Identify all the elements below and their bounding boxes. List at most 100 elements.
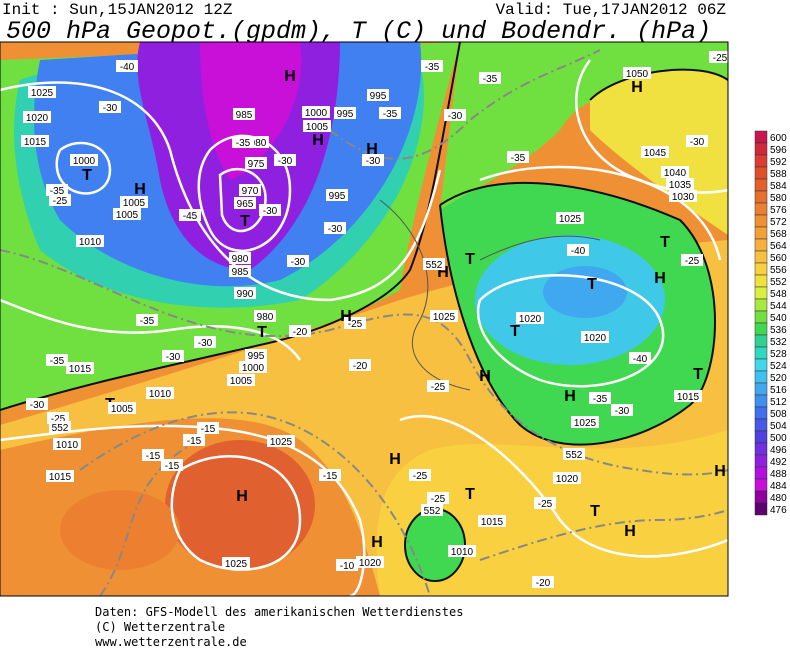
contour-label: -35 bbox=[140, 316, 155, 327]
label-box bbox=[409, 469, 431, 481]
label-box bbox=[421, 504, 443, 516]
label-box bbox=[116, 60, 138, 72]
scale-label: 516 bbox=[770, 385, 787, 396]
scale-swatch bbox=[754, 142, 768, 156]
scale-label: 552 bbox=[770, 277, 787, 288]
label-box bbox=[571, 416, 599, 428]
pressure-center: H bbox=[564, 388, 576, 405]
scale-label: 596 bbox=[770, 145, 787, 156]
label-box bbox=[245, 157, 267, 169]
label-box bbox=[234, 287, 256, 299]
label-box bbox=[245, 349, 267, 361]
contour-label: 1040 bbox=[664, 168, 687, 179]
label-box bbox=[427, 492, 449, 504]
label-box bbox=[444, 109, 466, 121]
contour-label: -25 bbox=[51, 414, 66, 425]
label-box bbox=[254, 310, 276, 322]
scale-label: 500 bbox=[770, 433, 787, 444]
scale-label: 556 bbox=[770, 265, 787, 276]
scale-label: 488 bbox=[770, 469, 787, 480]
label-box bbox=[46, 184, 68, 196]
scale-label: 480 bbox=[770, 493, 787, 504]
scale-label: 484 bbox=[770, 481, 787, 492]
label-box bbox=[233, 108, 255, 120]
label-box bbox=[421, 60, 443, 72]
label-box bbox=[563, 448, 585, 460]
contour-label: -20 bbox=[536, 578, 551, 589]
label-box bbox=[661, 166, 689, 178]
label-box bbox=[379, 107, 401, 119]
label-box bbox=[302, 106, 330, 118]
contour-label: -30 bbox=[690, 137, 705, 148]
contour-label: -20 bbox=[293, 327, 308, 338]
scale-swatch bbox=[754, 430, 768, 444]
scale-label: 560 bbox=[770, 253, 787, 264]
pressure-center: H bbox=[284, 68, 296, 85]
scale-label: 512 bbox=[770, 397, 787, 408]
contour-label: 1005 bbox=[116, 210, 139, 221]
contour-label: 985 bbox=[232, 267, 249, 278]
contour-label: 985 bbox=[236, 110, 253, 121]
contour-label: 1010 bbox=[149, 389, 172, 400]
map: HH10501025102010151000TH100510051010-35-… bbox=[0, 41, 729, 597]
contour-label: 1025 bbox=[574, 418, 597, 429]
label-box bbox=[289, 325, 311, 337]
label-box bbox=[448, 545, 476, 557]
contour-label: -10 bbox=[340, 561, 355, 572]
label-box bbox=[336, 559, 358, 571]
contour-label: 1010 bbox=[56, 440, 79, 451]
label-box bbox=[120, 196, 148, 208]
label-box bbox=[46, 470, 74, 482]
contour-label: -35 bbox=[483, 74, 498, 85]
label-box bbox=[222, 557, 250, 569]
contour-label: -15 bbox=[146, 451, 161, 462]
pressure-center: H bbox=[366, 141, 378, 158]
scale-label: 600 bbox=[770, 133, 787, 144]
contour-label: -30 bbox=[278, 156, 293, 167]
contour-label: 1015 bbox=[49, 472, 72, 483]
label-box bbox=[534, 497, 556, 509]
scale-swatch bbox=[754, 250, 768, 264]
contour-label: -15 bbox=[187, 436, 202, 447]
contour-label: -25 bbox=[685, 256, 700, 267]
contour-label: 980 bbox=[250, 138, 267, 149]
label-box bbox=[611, 404, 633, 416]
scale-label: 532 bbox=[770, 337, 787, 348]
contour-label: -40 bbox=[571, 246, 586, 257]
label-box bbox=[556, 212, 584, 224]
contour-label: 1020 bbox=[584, 333, 607, 344]
label-box bbox=[589, 392, 611, 404]
contour-label: 1015 bbox=[24, 137, 47, 148]
scale-label: 548 bbox=[770, 289, 787, 300]
contour-label: 1005 bbox=[123, 198, 146, 209]
label-box bbox=[46, 354, 68, 366]
scale-swatch bbox=[754, 478, 768, 492]
scale-swatch bbox=[754, 346, 768, 360]
pressure-center: H bbox=[134, 181, 146, 198]
scale-swatch bbox=[754, 394, 768, 408]
scale-label: 496 bbox=[770, 445, 787, 456]
scale-label: 520 bbox=[770, 373, 787, 384]
contour-label: -30 bbox=[166, 352, 181, 363]
label-box bbox=[681, 254, 703, 266]
label-box bbox=[113, 208, 141, 220]
label-box bbox=[227, 374, 255, 386]
contour-label: 1045 bbox=[644, 148, 667, 159]
label-box bbox=[161, 459, 183, 471]
pressure-center: T bbox=[257, 324, 267, 341]
contour-label: 552 bbox=[52, 423, 69, 434]
scale-swatch bbox=[754, 442, 768, 456]
label-box bbox=[229, 252, 251, 264]
label-box bbox=[324, 222, 346, 234]
label-box bbox=[629, 352, 651, 364]
scale-label: 564 bbox=[770, 241, 787, 252]
contour-label: 1025 bbox=[270, 437, 293, 448]
contour-label: -30 bbox=[198, 338, 213, 349]
contour-label: -25 bbox=[348, 319, 363, 330]
contour-label: -30 bbox=[103, 103, 118, 114]
label-box bbox=[162, 350, 184, 362]
contour-label: -30 bbox=[291, 257, 306, 268]
valid-time: Valid: Tue,17JAN2012 06Z bbox=[496, 1, 727, 19]
label-box bbox=[183, 434, 205, 446]
